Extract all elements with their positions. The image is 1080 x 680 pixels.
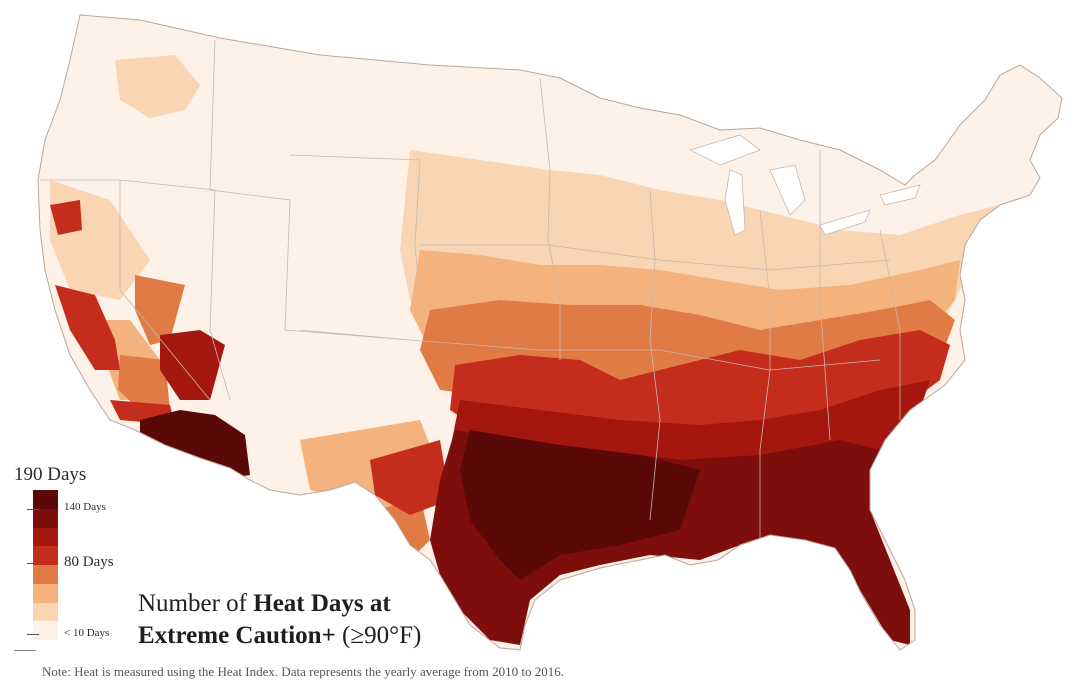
heat-band-90-ca — [55, 285, 120, 370]
footnote: Note: Heat is measured using the Heat In… — [42, 664, 564, 679]
legend-swatch-7 — [33, 621, 58, 640]
legend-label-10: < 10 Days — [64, 627, 110, 639]
footnote-rule — [14, 650, 36, 651]
map-title-line1: Number of Heat Days at — [138, 588, 421, 620]
heat-band-160-tx-core — [460, 430, 700, 580]
legend-tick-80 — [27, 563, 39, 564]
legend-tick-10 — [27, 634, 39, 635]
heat-band-120-nv — [160, 330, 225, 400]
heat-band-160-az — [140, 410, 250, 478]
map-title-part1: Number of — [138, 590, 254, 617]
state-borders — [40, 39, 901, 540]
map-title: Number of Heat Days at Extreme Caution+ … — [138, 588, 421, 652]
legend-swatch-1 — [33, 508, 58, 528]
legend-max-label: 190 Days — [14, 464, 87, 485]
legend-tick-140 — [27, 509, 39, 510]
heat-band-15-nw — [115, 55, 200, 118]
legend-swatch-0 — [33, 490, 58, 509]
heat-band-90-tx — [370, 440, 450, 515]
great-lakes — [688, 134, 921, 236]
map-title-bold2: Extreme Caution+ — [138, 622, 336, 649]
heat-band-60-ca — [118, 355, 170, 410]
legend-label-80: 80 Days — [64, 554, 114, 570]
legend-label-140: 140 Days — [64, 501, 106, 513]
heat-band-60-nv — [135, 275, 185, 345]
map-title-part2: (≥90°F) — [335, 622, 422, 649]
legend-swatch-3 — [33, 546, 58, 565]
map-title-line2: Extreme Caution+ (≥90°F) — [138, 620, 421, 652]
legend-swatch-4 — [33, 565, 58, 584]
legend-color-bar — [33, 490, 58, 640]
map-title-bold1: Heat Days at — [253, 590, 391, 617]
legend-swatch-6 — [33, 602, 58, 622]
legend-swatch-2 — [33, 527, 58, 547]
heat-band-90-ca-n — [50, 200, 82, 235]
legend-swatch-5 — [33, 583, 58, 603]
